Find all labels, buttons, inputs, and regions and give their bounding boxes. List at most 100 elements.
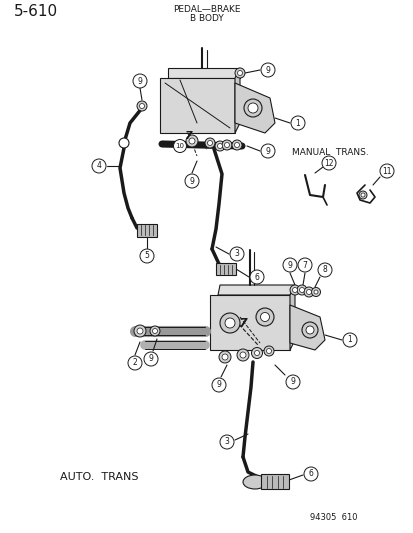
Text: 6: 6 xyxy=(254,272,259,281)
Text: 7: 7 xyxy=(302,261,307,270)
Circle shape xyxy=(342,333,356,347)
Polygon shape xyxy=(218,285,294,295)
Polygon shape xyxy=(209,295,289,350)
Circle shape xyxy=(358,191,366,199)
Text: 3: 3 xyxy=(234,249,239,259)
Text: 3: 3 xyxy=(224,438,229,447)
Circle shape xyxy=(214,141,224,151)
Text: 9: 9 xyxy=(148,354,153,364)
Circle shape xyxy=(303,467,317,481)
Circle shape xyxy=(360,193,364,197)
Circle shape xyxy=(260,63,274,77)
Circle shape xyxy=(292,287,297,293)
Ellipse shape xyxy=(242,475,266,489)
Circle shape xyxy=(254,351,259,356)
Circle shape xyxy=(301,322,317,338)
Circle shape xyxy=(150,326,159,336)
Bar xyxy=(216,263,235,275)
Circle shape xyxy=(379,164,393,178)
Circle shape xyxy=(321,156,335,170)
Circle shape xyxy=(221,354,228,360)
Circle shape xyxy=(144,352,158,366)
Circle shape xyxy=(137,328,142,334)
Circle shape xyxy=(137,101,147,111)
Text: PEDAL—BRAKE: PEDAL—BRAKE xyxy=(173,5,240,14)
Circle shape xyxy=(221,140,231,150)
Circle shape xyxy=(260,144,274,158)
Text: 7: 7 xyxy=(183,131,191,141)
Text: 12: 12 xyxy=(323,158,333,167)
Text: 5: 5 xyxy=(144,252,149,261)
Text: AUTO.  TRANS: AUTO. TRANS xyxy=(60,472,138,482)
Circle shape xyxy=(243,99,261,117)
Circle shape xyxy=(92,159,106,173)
Circle shape xyxy=(266,349,271,353)
Circle shape xyxy=(249,270,263,284)
Circle shape xyxy=(217,143,222,149)
Circle shape xyxy=(185,135,197,147)
Text: 4: 4 xyxy=(96,161,101,171)
Polygon shape xyxy=(235,83,274,133)
Polygon shape xyxy=(289,285,294,350)
Circle shape xyxy=(240,352,245,358)
Circle shape xyxy=(297,258,311,272)
Text: 9: 9 xyxy=(216,381,221,390)
Polygon shape xyxy=(289,305,324,350)
Circle shape xyxy=(204,138,214,148)
Circle shape xyxy=(290,116,304,130)
Circle shape xyxy=(260,312,269,321)
Circle shape xyxy=(231,140,242,150)
Text: 6: 6 xyxy=(308,470,313,479)
Circle shape xyxy=(230,247,243,261)
Text: MANUAL  TRANS.: MANUAL TRANS. xyxy=(291,148,368,157)
Circle shape xyxy=(311,287,320,296)
Circle shape xyxy=(133,74,147,88)
Circle shape xyxy=(296,285,306,295)
Circle shape xyxy=(289,285,299,295)
Text: B BODY: B BODY xyxy=(190,14,223,23)
Circle shape xyxy=(299,287,304,293)
Circle shape xyxy=(140,249,154,263)
Text: 1: 1 xyxy=(347,335,351,344)
Circle shape xyxy=(218,351,230,363)
Text: 94305  610: 94305 610 xyxy=(309,513,357,522)
Text: 1: 1 xyxy=(295,118,300,127)
Text: 5-610: 5-610 xyxy=(14,4,58,19)
Text: 7: 7 xyxy=(237,317,246,330)
Circle shape xyxy=(185,174,199,188)
Circle shape xyxy=(207,141,212,146)
Circle shape xyxy=(211,378,225,392)
Circle shape xyxy=(219,313,240,333)
Circle shape xyxy=(263,346,273,356)
Circle shape xyxy=(236,349,248,361)
Text: 9: 9 xyxy=(265,66,270,75)
Circle shape xyxy=(134,325,146,337)
Circle shape xyxy=(282,258,296,272)
Polygon shape xyxy=(235,68,240,133)
Circle shape xyxy=(139,103,144,109)
Text: 9: 9 xyxy=(189,176,194,185)
Circle shape xyxy=(313,290,317,294)
Circle shape xyxy=(255,308,273,326)
Circle shape xyxy=(119,138,129,148)
Text: 10: 10 xyxy=(175,143,184,149)
Text: 2: 2 xyxy=(132,359,137,367)
Circle shape xyxy=(224,142,229,148)
Polygon shape xyxy=(159,78,235,133)
Text: 9: 9 xyxy=(290,377,295,386)
Circle shape xyxy=(317,263,331,277)
Bar xyxy=(137,223,157,237)
Circle shape xyxy=(173,140,186,152)
Polygon shape xyxy=(168,68,240,78)
Text: 8: 8 xyxy=(322,265,327,274)
Bar xyxy=(260,474,288,489)
Circle shape xyxy=(247,103,257,113)
Circle shape xyxy=(306,289,311,295)
Circle shape xyxy=(303,287,313,297)
Text: 11: 11 xyxy=(381,166,391,175)
Circle shape xyxy=(219,435,233,449)
Circle shape xyxy=(305,326,313,334)
Circle shape xyxy=(152,328,157,334)
Text: 9: 9 xyxy=(137,77,142,85)
Text: 9: 9 xyxy=(287,261,292,270)
